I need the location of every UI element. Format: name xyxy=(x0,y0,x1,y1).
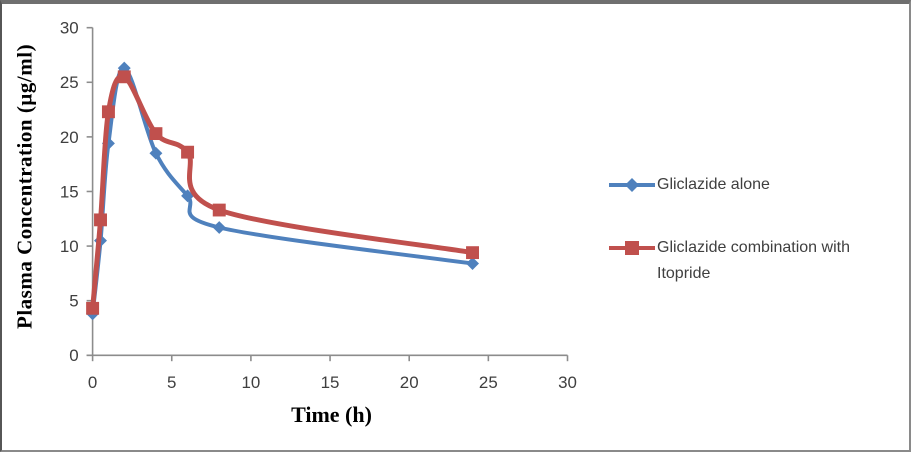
marker-square-gliclazide-combination-with-itopride xyxy=(94,213,107,227)
x-tick-label: 25 xyxy=(479,373,498,392)
legend-marker-diamond-icon xyxy=(609,178,655,192)
legend-label: Gliclazide alone xyxy=(657,176,770,193)
marker-square-gliclazide-combination-with-itopride xyxy=(466,246,479,260)
y-axis-title: Plasma Concentration (µg/ml) xyxy=(12,43,37,330)
y-tick-label: 25 xyxy=(60,73,79,92)
legend-label: Gliclazide combination with Itopride xyxy=(657,239,850,282)
y-tick-label: 20 xyxy=(60,128,79,147)
marker-square-gliclazide-combination-with-itopride xyxy=(86,301,100,315)
marker-diamond-gliclazide-alone xyxy=(149,146,163,160)
x-axis-title: Time (h) xyxy=(291,402,372,427)
marker-diamond-gliclazide-alone xyxy=(212,221,226,234)
x-tick-label: 30 xyxy=(558,373,577,392)
x-tick-label: 20 xyxy=(400,373,419,392)
marker-square-gliclazide-combination-with-itopride xyxy=(181,145,195,159)
y-tick-label: 5 xyxy=(69,292,78,311)
y-tick-label: 0 xyxy=(69,346,78,365)
series-line-gliclazide-combination-with-itopride xyxy=(90,73,476,311)
x-tick-label: 10 xyxy=(241,373,260,392)
legend-entry-gliclazide-alone: Gliclazide alone xyxy=(608,172,898,198)
y-tick-label: 10 xyxy=(60,237,79,256)
marker-square-gliclazide-combination-with-itopride xyxy=(212,203,226,217)
legend: Gliclazide alone Gliclazide combination … xyxy=(608,172,898,287)
legend-marker-square-icon xyxy=(609,241,655,255)
y-tick-label: 30 xyxy=(60,19,79,38)
chart-plot-area: 0 5 10 15 20 25 30 0 5 10 15 20 25 30 xyxy=(60,19,577,392)
marker-square-gliclazide-combination-with-itopride xyxy=(149,127,163,141)
legend-entry-gliclazide-combination: Gliclazide combination with Itopride xyxy=(608,235,898,287)
marker-diamond-gliclazide-alone xyxy=(466,257,479,270)
marker-square-gliclazide-combination-with-itopride xyxy=(101,105,115,119)
marker-square-gliclazide-combination-with-itopride xyxy=(117,70,131,84)
x-tick-label: 0 xyxy=(88,373,97,392)
y-tick-label: 15 xyxy=(60,182,79,201)
x-tick-label: 5 xyxy=(167,373,176,392)
x-tick-label: 15 xyxy=(321,373,340,392)
series-line-gliclazide-alone xyxy=(90,66,475,316)
